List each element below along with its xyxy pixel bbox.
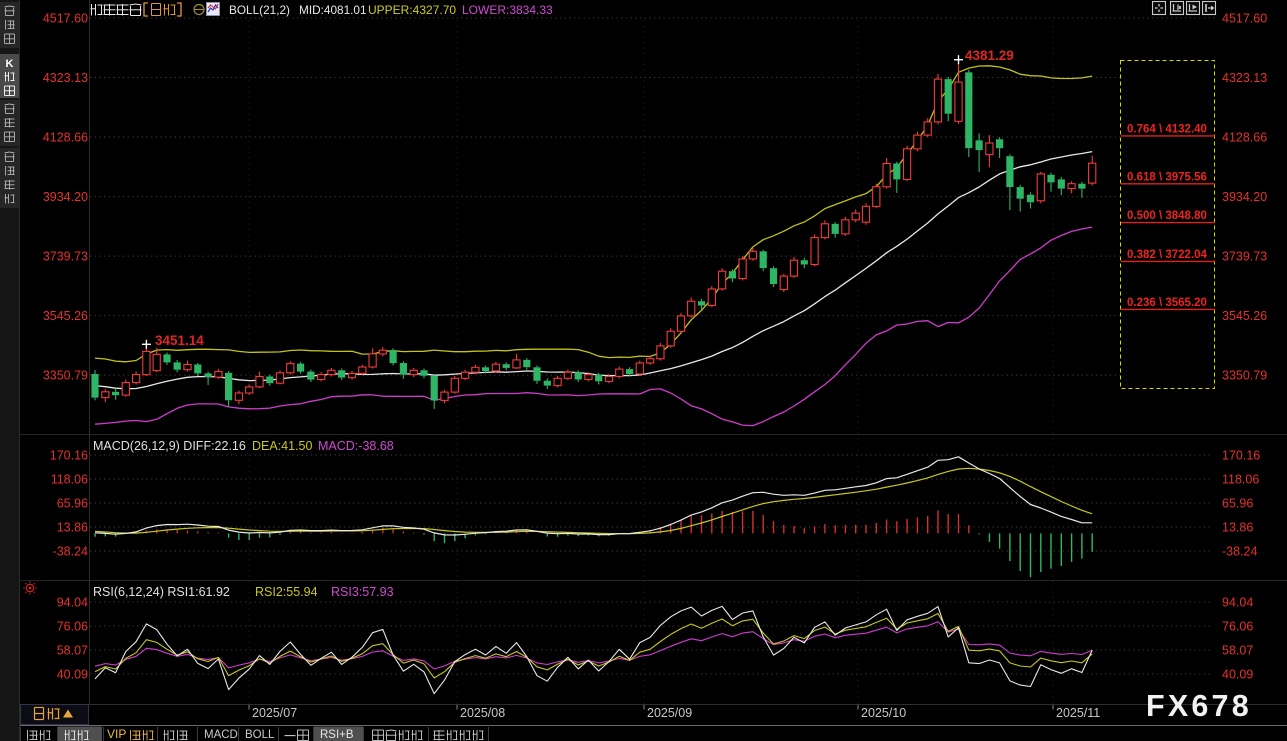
svg-text:VIP: VIP: [107, 727, 126, 741]
svg-text:3739.73: 3739.73: [1222, 250, 1267, 264]
svg-text:0.764 \ 4132.40: 0.764 \ 4132.40: [1127, 123, 1207, 135]
svg-text:K: K: [6, 58, 14, 70]
svg-text:RSI(6,12,24) RSI1:61.92: RSI(6,12,24) RSI1:61.92: [93, 585, 230, 599]
svg-text:3545.26: 3545.26: [43, 309, 88, 323]
svg-text:2025/11: 2025/11: [1056, 706, 1100, 720]
svg-text:LOWER:3834.33: LOWER:3834.33: [462, 3, 553, 17]
svg-text:0.382 \ 3722.04: 0.382 \ 3722.04: [1127, 249, 1208, 261]
svg-text:3350.79: 3350.79: [43, 369, 88, 383]
svg-text:0.500 \ 3848.80: 0.500 \ 3848.80: [1127, 210, 1207, 222]
svg-text:94.04: 94.04: [57, 596, 88, 610]
svg-text:65.96: 65.96: [1222, 497, 1253, 511]
svg-text:0.236 \ 3565.20: 0.236 \ 3565.20: [1127, 297, 1207, 309]
svg-text:3545.26: 3545.26: [1222, 309, 1267, 323]
svg-text:RSI3:57.93: RSI3:57.93: [331, 585, 394, 599]
svg-text:RSI+B: RSI+B: [320, 729, 354, 741]
svg-text:58.07: 58.07: [1222, 644, 1253, 658]
svg-text:4128.66: 4128.66: [43, 131, 88, 145]
svg-text:4517.60: 4517.60: [1222, 12, 1267, 26]
svg-text:0.618 \ 3975.56: 0.618 \ 3975.56: [1127, 171, 1207, 183]
svg-text:3350.79: 3350.79: [1222, 369, 1267, 383]
svg-text:118.06: 118.06: [51, 473, 88, 487]
svg-text:BOLL: BOLL: [245, 729, 275, 741]
svg-text:2025/09: 2025/09: [647, 706, 692, 720]
svg-text:MACD(26,12,9) DIFF:22.16: MACD(26,12,9) DIFF:22.16: [93, 439, 246, 453]
svg-text:40.09: 40.09: [1222, 668, 1253, 682]
svg-text:3934.20: 3934.20: [43, 190, 88, 204]
svg-text:76.06: 76.06: [57, 620, 88, 634]
svg-text:3934.20: 3934.20: [1222, 190, 1267, 204]
svg-text:13.86: 13.86: [57, 521, 88, 535]
svg-text:MACD: MACD: [204, 729, 238, 741]
svg-text:RSI2:55.94: RSI2:55.94: [255, 585, 318, 599]
svg-text:4381.29: 4381.29: [965, 48, 1014, 63]
svg-text:4128.66: 4128.66: [1222, 131, 1267, 145]
svg-text:UPPER:4327.70: UPPER:4327.70: [368, 3, 456, 17]
svg-text:DEA:41.50: DEA:41.50: [252, 439, 313, 453]
svg-text:170.16: 170.16: [50, 449, 88, 463]
svg-text:4517.60: 4517.60: [43, 12, 88, 26]
svg-text:76.06: 76.06: [1222, 620, 1253, 634]
svg-text:2025/08: 2025/08: [460, 706, 505, 720]
svg-text:-38.24: -38.24: [1222, 545, 1257, 559]
svg-text:170.16: 170.16: [1222, 449, 1260, 463]
svg-text:40.09: 40.09: [57, 668, 88, 682]
svg-text:118.06: 118.06: [1222, 473, 1259, 487]
svg-text:13.86: 13.86: [1222, 521, 1253, 535]
svg-text:MACD:-38.68: MACD:-38.68: [318, 439, 394, 453]
svg-text:2025/10: 2025/10: [861, 706, 906, 720]
svg-text:58.07: 58.07: [57, 644, 88, 658]
svg-text:MID:4081.01: MID:4081.01: [299, 3, 367, 17]
svg-text:3739.73: 3739.73: [43, 250, 88, 264]
svg-text:4323.13: 4323.13: [43, 71, 88, 85]
svg-text:65.96: 65.96: [57, 497, 88, 511]
svg-text:2025/07: 2025/07: [252, 706, 297, 720]
svg-text:3451.14: 3451.14: [155, 333, 204, 348]
svg-text:BOLL(21,2): BOLL(21,2): [229, 3, 290, 17]
svg-text:-38.24: -38.24: [53, 545, 88, 559]
svg-text:FX678: FX678: [1146, 689, 1252, 723]
svg-text:94.04: 94.04: [1222, 596, 1253, 610]
svg-text:4323.13: 4323.13: [1222, 71, 1267, 85]
